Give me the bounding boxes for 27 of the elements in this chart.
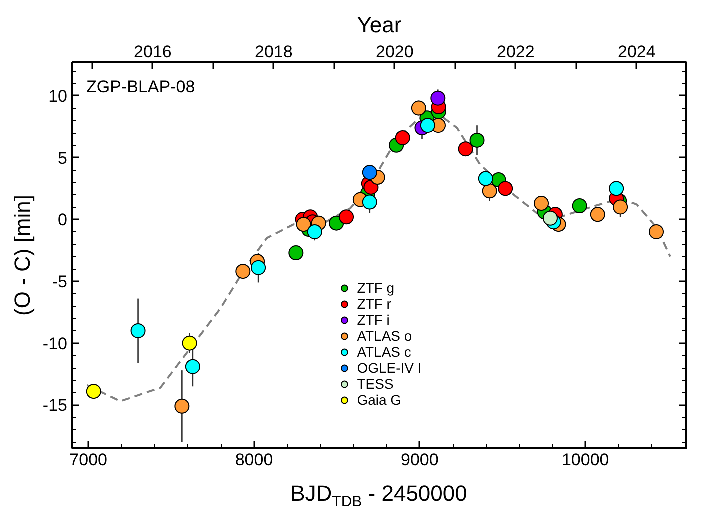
legend-label: ZTF r (357, 296, 392, 312)
y-tick-label: -5 (52, 272, 68, 292)
legend-label: ZTF i (357, 312, 390, 328)
x2-tick-label: 2018 (255, 42, 293, 62)
x-tick-label: 9000 (401, 450, 439, 470)
legend-label: ATLAS c (357, 344, 412, 360)
y-tick-label: -15 (42, 396, 68, 416)
x2-axis-title: Year (357, 12, 402, 38)
x2-tick-label: 2022 (497, 42, 535, 62)
annotation: ZGP-BLAP-08 (86, 78, 196, 96)
x2-tick-label: 2020 (376, 42, 414, 62)
y-tick-label: 10 (48, 86, 68, 106)
x2-tick-label: 2016 (134, 42, 172, 62)
legend-label: ATLAS o (357, 328, 412, 344)
y-tick-label: 0 (58, 210, 68, 230)
x-axis-title: BJD$_{TDB}$ - 2450000 (290, 481, 468, 512)
legend-label: TESS (357, 376, 394, 392)
legend-label: OGLE-IV I (357, 360, 422, 376)
x-tick-label: 8000 (235, 450, 274, 470)
legend-label: ZTF g (357, 280, 395, 296)
x-tick-label: 7000 (70, 450, 108, 470)
y-tick-label: 5 (58, 148, 68, 168)
x2-tick-label: 2024 (618, 42, 656, 62)
y-axis-title: (O - C) [min] (10, 194, 35, 316)
legend-label: Gaia G (357, 392, 402, 408)
x-tick-label: 10000 (562, 450, 610, 470)
y-tick-label: -10 (42, 334, 68, 354)
